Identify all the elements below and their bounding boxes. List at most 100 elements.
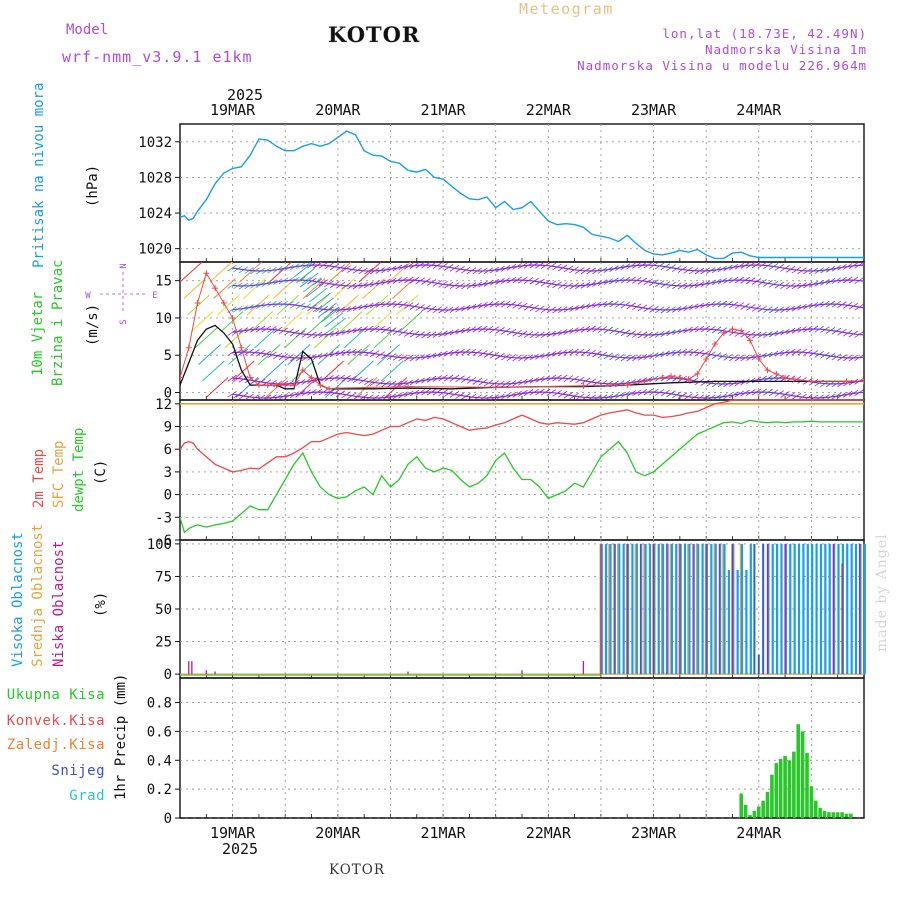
precip-grad-label: Grad	[69, 788, 105, 804]
precip-bar	[774, 763, 779, 818]
wind-gust-marker	[194, 300, 201, 307]
precip-bar	[800, 731, 805, 818]
wind-barb	[261, 360, 285, 382]
model-label: Model	[66, 22, 108, 38]
wind-barb	[302, 277, 322, 293]
wind-row-line	[232, 303, 864, 311]
top-day-label: 23MAR	[631, 101, 677, 119]
bottom-day-label: 20MAR	[315, 824, 361, 842]
y-tick-label: 10	[155, 311, 172, 327]
wind-gust-marker	[264, 382, 271, 389]
precip-bar	[805, 753, 809, 818]
wind-barb	[315, 297, 334, 313]
precip-bar	[822, 810, 827, 818]
wind-unit: (m/s)	[85, 304, 101, 346]
wind-barb	[299, 272, 319, 288]
wind-title-2: Brzina i Pravac	[50, 260, 66, 386]
wind-barb	[325, 377, 348, 398]
precip-bar	[761, 800, 765, 818]
wind-gust-marker	[676, 374, 683, 381]
wind-barb	[377, 344, 400, 365]
dewpoint-line	[179, 419, 864, 534]
y-tick-label: 1028	[138, 170, 172, 186]
wind-barb	[239, 262, 262, 283]
pressure-plot	[179, 130, 864, 260]
wind-gust-marker	[685, 376, 692, 383]
wind-gust-marker	[180, 374, 183, 381]
cloud-unit: (%)	[93, 592, 109, 617]
y-tick-labels: 1020102410281032051015-6-303691202550751…	[138, 135, 180, 827]
y-tick-label: 50	[155, 602, 172, 618]
wind-barb	[280, 311, 303, 332]
wind-barb	[318, 302, 337, 318]
wind-gust-marker	[273, 382, 280, 389]
top-day-label: 24MAR	[736, 101, 782, 119]
wind-row-line	[232, 279, 864, 287]
wind-gust-marker	[229, 314, 236, 321]
y-tick-label: -3	[155, 510, 172, 526]
wind-title-1: 10m Vjetar	[30, 292, 46, 376]
precip-frz-label: Zaledj.Kisa	[7, 737, 105, 753]
wind-barb	[227, 264, 237, 272]
temperature-plot	[179, 399, 864, 534]
y-tick-label: 15	[155, 274, 172, 290]
wind-barb	[306, 282, 325, 298]
wind-gust-marker	[308, 374, 315, 381]
wind-gust-marker	[694, 370, 701, 377]
wind-gust-marker	[808, 378, 815, 385]
y-tick-label: 0	[164, 667, 172, 683]
wind-barb	[327, 317, 347, 333]
wind-gust-marker	[299, 367, 306, 374]
footer-station: KOTOR	[329, 862, 385, 878]
location-label: lon,lat (18.73E, 42.49N)	[662, 26, 867, 41]
compass-n: N	[119, 263, 129, 268]
y-tick-label: 75	[155, 569, 172, 585]
y-tick-label: 25	[155, 635, 172, 651]
wind-gust-marker	[729, 326, 736, 333]
precip-bar	[770, 774, 774, 818]
wind-gust-marker	[738, 327, 745, 334]
precip-bar	[748, 815, 752, 818]
precip-total-label: Ukupna Kisa	[7, 687, 105, 703]
wind-plot	[180, 262, 864, 400]
wind-barb	[358, 262, 382, 283]
precip-bar	[739, 793, 744, 818]
wind-barb	[216, 294, 240, 316]
precip-bar	[844, 813, 849, 818]
wind-row-line	[232, 391, 864, 399]
temp-2m-line	[179, 399, 864, 473]
wind-barb	[205, 377, 229, 398]
cloud-high-label: Visoka Oblacnost	[10, 532, 26, 667]
y-tick-label: 0	[164, 811, 172, 827]
wind-barb	[293, 262, 313, 278]
precip-bar	[809, 786, 814, 818]
wind-gust-marker	[580, 382, 587, 389]
y-tick-label: 9	[164, 419, 172, 435]
wind-barb	[243, 278, 266, 299]
top-day-label: 19MAR	[210, 101, 256, 119]
y-tick-label: -6	[155, 533, 172, 549]
wind-barb	[209, 262, 233, 283]
bottom-day-label: 22MAR	[526, 824, 572, 842]
precip-bar	[849, 813, 853, 818]
precip-bar	[787, 760, 792, 818]
model-elevation-label: Nadmorska Visina u modelu 226.964m	[577, 58, 867, 73]
wind-gust-marker	[317, 382, 324, 389]
precip-bar	[783, 755, 787, 818]
wind-gust-marker	[747, 337, 753, 344]
top-year-label: 2025	[227, 86, 263, 104]
wind-barb	[343, 327, 367, 349]
y-tick-label: 6	[164, 442, 172, 458]
top-day-labels: 19MAR 20MAR 21MAR 22MAR 23MAR 24MAR	[210, 101, 782, 119]
wind-barb	[269, 262, 292, 283]
wind-barb	[180, 262, 203, 283]
wind-gust-marker	[185, 344, 192, 351]
top-day-label: 22MAR	[526, 101, 572, 119]
temp-unit: (C)	[93, 460, 109, 485]
precip-bar	[796, 724, 801, 818]
wind-gust-marker	[238, 344, 245, 351]
wind-barb	[287, 344, 311, 365]
bottom-day-label: 21MAR	[420, 824, 466, 842]
wind-barb	[202, 360, 225, 382]
wind-barb	[399, 311, 423, 332]
